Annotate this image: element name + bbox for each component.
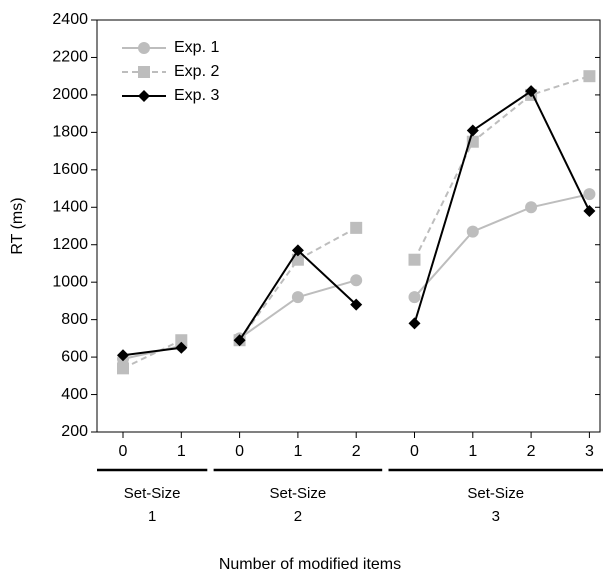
marker xyxy=(291,244,304,257)
series xyxy=(117,85,596,362)
marker xyxy=(466,124,479,137)
series-line xyxy=(413,193,590,298)
series-line xyxy=(122,346,182,357)
series-line xyxy=(413,75,590,261)
marker xyxy=(175,341,188,354)
series xyxy=(117,188,596,365)
x-tick-label: 2 xyxy=(527,443,536,460)
group-name: Set-Size xyxy=(467,485,524,502)
group-name: Set-Size xyxy=(270,485,327,502)
marker xyxy=(525,201,538,214)
y-tick-label: 2200 xyxy=(52,49,88,66)
series-line xyxy=(413,89,591,324)
y-axis-label: RT (ms) xyxy=(9,197,26,254)
marker xyxy=(408,253,421,266)
group-name: Set-Size xyxy=(124,485,181,502)
x-axis-label: Number of modified items xyxy=(219,556,401,573)
marker xyxy=(583,188,596,201)
group-level: 2 xyxy=(294,508,302,525)
marker xyxy=(350,274,363,287)
series-line xyxy=(122,339,182,370)
marker xyxy=(350,221,363,234)
y-tick-label: 1200 xyxy=(52,236,88,253)
group-level: 1 xyxy=(148,508,156,525)
y-tick-label: 2000 xyxy=(52,86,88,103)
marker xyxy=(233,334,246,347)
y-tick-label: 1800 xyxy=(52,124,88,141)
y-tick-label: 1000 xyxy=(52,273,88,290)
marker xyxy=(466,225,479,238)
marker xyxy=(175,334,188,347)
x-tick-label: 1 xyxy=(468,443,477,460)
y-tick-label: 1400 xyxy=(52,198,88,215)
x-tick-label: 0 xyxy=(119,443,128,460)
y-tick-label: 600 xyxy=(61,348,88,365)
legend-marker xyxy=(138,66,150,78)
y-tick-label: 200 xyxy=(61,423,88,440)
marker xyxy=(408,317,421,330)
series xyxy=(117,70,596,375)
legend-label: Exp. 2 xyxy=(174,63,219,80)
y-tick-label: 800 xyxy=(61,311,88,328)
legend-marker xyxy=(138,42,150,54)
marker xyxy=(117,349,129,362)
series-line xyxy=(238,226,357,341)
y-tick-label: 2400 xyxy=(52,11,88,28)
y-tick-label: 1600 xyxy=(52,161,88,178)
group-level: 3 xyxy=(492,508,500,525)
legend-marker xyxy=(138,90,150,102)
marker xyxy=(291,291,304,304)
marker xyxy=(583,205,596,218)
legend-label: Exp. 1 xyxy=(174,39,219,56)
marker xyxy=(408,291,421,304)
plot-frame xyxy=(96,19,601,433)
x-tick-label: 2 xyxy=(352,443,361,460)
marker xyxy=(583,70,596,83)
marker xyxy=(350,298,363,311)
y-tick-label: 400 xyxy=(61,386,88,403)
x-tick-label: 0 xyxy=(410,443,419,460)
x-tick-label: 1 xyxy=(293,443,302,460)
marker xyxy=(117,362,129,375)
x-tick-label: 1 xyxy=(177,443,186,460)
x-tick-label: 0 xyxy=(235,443,244,460)
x-tick-label: 3 xyxy=(585,443,594,460)
marker xyxy=(525,85,538,98)
legend-label: Exp. 3 xyxy=(174,87,219,104)
